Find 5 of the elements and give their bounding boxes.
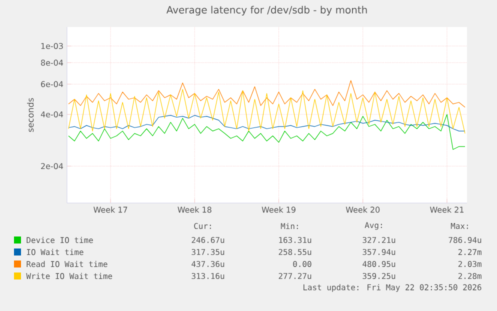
line-series: [68, 88, 466, 134]
line-series: [68, 114, 466, 150]
chart-title: Average latency for /dev/sdb - by month: [166, 6, 367, 16]
y-axis-title: seconds: [27, 98, 34, 132]
line-series: [68, 80, 466, 108]
